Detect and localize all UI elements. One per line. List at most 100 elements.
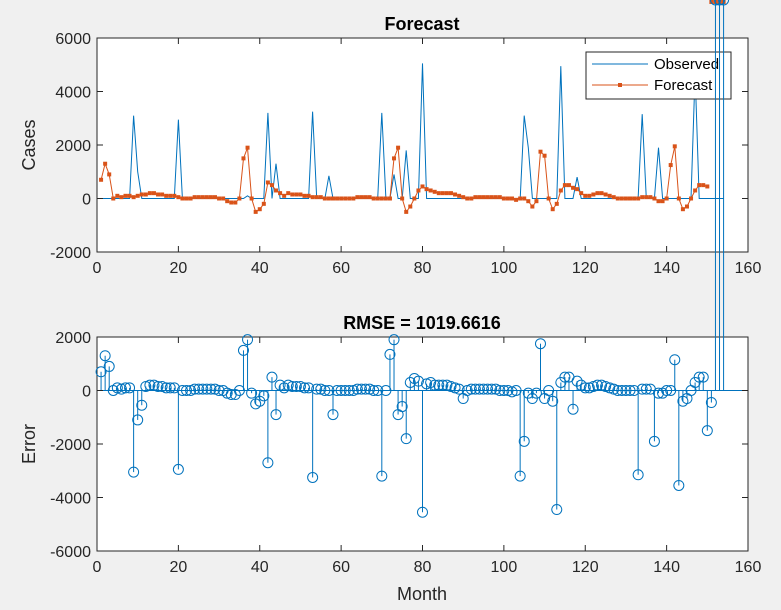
error-marker [400,433,412,445]
forecast-marker [599,191,604,196]
forecast-marker [632,196,637,201]
forecast-marker [689,196,694,201]
error-marker [128,466,140,478]
forecast-marker [278,191,283,196]
error-marker [205,383,217,395]
forecast-marker [335,196,340,201]
forecast-marker [603,192,608,197]
forecast-marker [172,193,177,198]
forecast-marker [469,196,474,201]
error-x-tick-label: 120 [572,559,599,576]
error-marker [132,414,144,426]
forecast-marker [237,196,242,201]
error-marker [355,383,367,395]
forecast-y-axis-label: Cases [19,119,39,170]
error-marker [465,383,477,395]
forecast-marker [436,191,441,196]
error-y-tick-label: -4000 [50,491,91,508]
forecast-marker [505,196,510,201]
error-marker [396,401,408,413]
error-y-tick-label: -6000 [50,544,91,561]
error-x-tick-label: 40 [251,559,269,576]
forecast-marker [448,191,453,196]
error-x-tick-label: 0 [93,559,102,576]
forecast-marker [530,204,535,209]
forecast-y-tick-label: -2000 [50,245,91,262]
error-marker [701,425,713,437]
forecast-marker [115,193,120,198]
forecast-marker [282,193,287,198]
error-marker [429,379,441,391]
error-marker [176,385,188,396]
error-marker [697,371,709,383]
error-marker [417,506,428,518]
error-marker [579,382,591,394]
forecast-x-tick-label: 40 [251,260,269,277]
forecast-marker [286,191,291,196]
forecast-marker [326,196,331,201]
error-marker [189,383,201,395]
error-marker [229,389,241,401]
error-marker [636,383,648,395]
error-marker [494,385,506,396]
forecast-marker [595,191,600,196]
forecast-marker [587,193,592,198]
legend-observed-label: Observed [654,56,719,73]
forecast-x-tick-label: 100 [491,260,518,277]
forecast-marker [318,195,323,200]
forecast-marker [217,196,222,201]
forecast-marker [652,196,657,201]
forecast-marker [583,193,588,198]
forecast-marker [579,191,584,196]
forecast-marker [387,196,392,201]
error-marker [612,385,624,396]
forecast-marker [514,197,519,202]
error-marker [242,334,254,346]
forecast-marker [294,192,299,197]
forecast-marker [367,195,372,200]
forecast-y-tick-label: 2000 [55,138,91,155]
legend-box [585,51,732,100]
forecast-marker [196,195,201,200]
forecast-marker [160,192,165,197]
forecast-marker [314,195,319,200]
error-marker [486,383,498,395]
forecast-marker [497,195,502,200]
error-marker [718,0,730,6]
error-marker [473,383,485,395]
forecast-marker [420,184,425,189]
forecast-marker [554,201,559,206]
forecast-marker [253,209,258,214]
forecast-marker [184,196,189,201]
error-marker [437,379,449,391]
error-marker [652,387,664,399]
error-marker [705,397,717,409]
forecast-marker [575,187,580,192]
forecast-marker [619,196,624,201]
error-marker [233,385,245,396]
error-marker [99,350,111,362]
error-marker [384,348,396,360]
forecast-marker [636,196,641,201]
forecast-marker [676,196,681,201]
error-marker [290,380,302,392]
error-marker [404,376,416,388]
forecast-marker [404,209,409,214]
error-marker [201,383,213,395]
forecast-marker [522,196,527,201]
error-x-tick-label: 140 [653,559,680,576]
forecast-marker [412,196,417,201]
error-x-tick-label: 100 [491,559,518,576]
forecast-marker [611,195,616,200]
error-marker [172,463,184,475]
error-marker [640,383,652,395]
error-marker [571,375,583,387]
forecast-marker [562,183,567,188]
error-marker [124,382,136,394]
error-marker [661,385,673,396]
error-y-tick-label: -2000 [50,437,91,454]
forecast-title: Forecast [384,14,459,34]
forecast-marker [208,195,213,200]
forecast-marker [672,144,677,149]
